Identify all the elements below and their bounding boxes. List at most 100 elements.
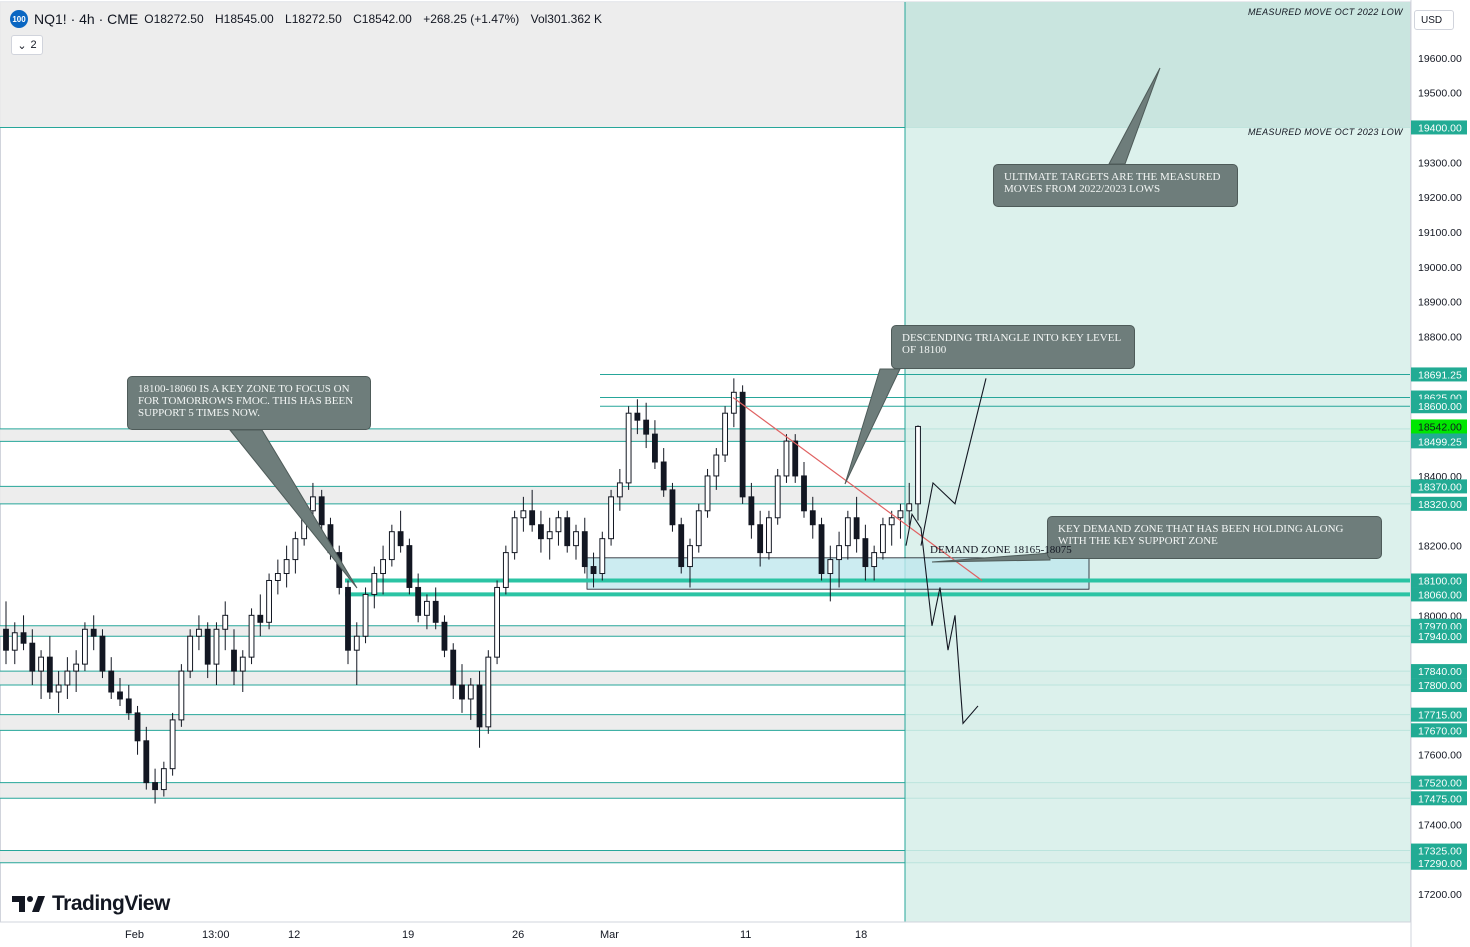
candle-body <box>283 559 290 575</box>
candle <box>292 531 299 574</box>
candle <box>11 622 18 665</box>
candle <box>652 420 658 469</box>
candle-body <box>774 475 781 519</box>
candle <box>204 622 211 679</box>
candle <box>459 664 465 713</box>
candle-body <box>897 510 904 519</box>
price-level-tag: 17475.00 <box>1411 791 1467 806</box>
candle <box>757 510 764 567</box>
candle-body <box>459 684 465 700</box>
candle <box>90 615 97 651</box>
candle-body <box>581 531 588 568</box>
price-tag-label: 17715.00 <box>1418 710 1462 722</box>
price-level-tag: 17715.00 <box>1411 707 1467 722</box>
price-tag-label: 17840.00 <box>1418 666 1462 678</box>
candle-body <box>660 461 667 491</box>
price-level-tag: 17940.00 <box>1411 629 1467 644</box>
candle <box>792 434 799 483</box>
candle <box>38 650 44 699</box>
candle <box>678 517 685 574</box>
ohlc-change: +268.25 (+1.47%) <box>423 12 520 26</box>
x-tick-label: 12 <box>288 929 301 941</box>
price-level-tag: 19400.00 <box>1411 120 1467 135</box>
candle <box>29 629 36 686</box>
candle-body <box>906 503 913 512</box>
candle <box>599 531 606 581</box>
price-level-tag: 17520.00 <box>1411 775 1467 790</box>
candle <box>915 425 921 521</box>
callout-descending-triangle[interactable]: DESCENDING TRIANGLE INTO KEY LEVEL OF 18… <box>891 325 1135 369</box>
candle <box>590 552 597 588</box>
candle <box>511 510 518 560</box>
candle-body <box>880 524 886 554</box>
candle-body <box>169 719 176 770</box>
candle-body <box>213 628 220 665</box>
candle <box>143 726 150 790</box>
candle-body <box>231 649 237 672</box>
candle-body <box>818 524 825 575</box>
price-tag-label: 18320.00 <box>1418 499 1462 511</box>
measured-move-zone <box>905 2 1410 128</box>
indicator-collapse-button[interactable]: ⌄ 2 <box>11 35 43 55</box>
candle-body <box>274 573 281 581</box>
candle <box>634 399 641 435</box>
price-level-tag: 18499.25 <box>1411 434 1467 449</box>
candle-body <box>494 586 500 658</box>
price-level-tag: 18060.00 <box>1411 587 1467 602</box>
callout-demand-holding[interactable]: KEY DEMAND ZONE THAT HAS BEEN HOLDING AL… <box>1047 516 1382 559</box>
price-level-tag: 17840.00 <box>1411 664 1467 679</box>
candle <box>871 545 878 581</box>
price-level-tag: 18370.00 <box>1411 479 1467 494</box>
candle-body <box>424 600 430 616</box>
tradingview-logo[interactable]: TradingView <box>12 892 170 916</box>
candle-body <box>695 510 702 547</box>
candle <box>424 594 430 630</box>
candle <box>818 517 825 581</box>
callout-key-zone[interactable]: 18100-18060 IS A KEY ZONE TO FOCUS ON FO… <box>127 376 371 430</box>
candle-body <box>64 670 71 686</box>
candle-body <box>380 559 386 575</box>
candle-body <box>766 517 772 554</box>
x-tick-label: 26 <box>512 929 525 941</box>
ohlc-high: H18545.00 <box>214 12 274 26</box>
candle-body <box>722 412 728 456</box>
currency-select[interactable]: USD <box>1414 10 1454 30</box>
candle <box>274 559 281 595</box>
candle <box>362 587 369 644</box>
candle-body <box>187 635 194 672</box>
price-zone <box>0 625 1410 637</box>
ohlc-low: L18272.50 <box>285 12 342 26</box>
candle-body <box>564 517 571 547</box>
drawings-layer <box>228 67 1161 725</box>
candle <box>196 615 202 651</box>
last-price-bg <box>1411 419 1467 434</box>
candle-body <box>809 510 816 526</box>
price-tag-bg <box>1411 434 1467 449</box>
callout-ultimate-targets[interactable]: ULTIMATE TARGETS ARE THE MEASURED MOVES … <box>993 164 1238 207</box>
candle-body <box>125 698 132 714</box>
candle-body <box>608 496 614 540</box>
x-tick-label: Feb <box>125 929 144 941</box>
price-tick-label: 19000.00 <box>1418 262 1462 274</box>
candle-body <box>713 454 720 477</box>
candle-body <box>687 545 693 568</box>
ohlc-close: C18542.00 <box>353 12 412 26</box>
candle-body <box>362 593 369 637</box>
candle-body <box>529 510 536 526</box>
candle <box>555 510 562 546</box>
candle <box>117 678 123 706</box>
price-level-tag: 18320.00 <box>1411 496 1467 511</box>
price-level-tag: 17670.00 <box>1411 723 1467 738</box>
candle-body <box>248 614 255 658</box>
price-tag-label: 17520.00 <box>1418 778 1462 790</box>
last-price-label: 18542.00 <box>1418 421 1462 433</box>
candle <box>283 545 290 588</box>
price-level-tag: 17325.00 <box>1411 843 1467 858</box>
symbol-title[interactable]: NQ1! · 4h · CME <box>34 11 139 27</box>
candle <box>766 510 772 560</box>
x-tick-label: 18 <box>855 929 868 941</box>
candle-body <box>99 635 106 672</box>
candle <box>809 496 816 539</box>
candle <box>55 671 62 713</box>
